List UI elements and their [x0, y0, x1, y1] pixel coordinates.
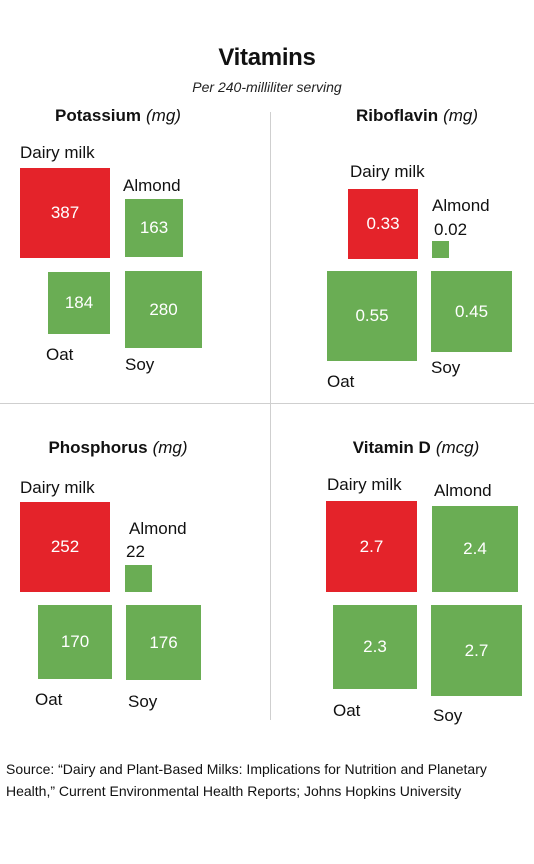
- category-label-riboflavin-soy: Soy: [431, 358, 461, 377]
- square-vitamin-d-almond: 2.4: [432, 506, 518, 592]
- value-label-potassium-oat: 184: [64, 293, 94, 312]
- panel-title-text-phosphorus: Phosphorus: [48, 438, 148, 457]
- value-label-potassium-dairy-milk: 387: [50, 203, 80, 222]
- category-label-riboflavin-oat: Oat: [327, 372, 355, 391]
- chart-title: Vitamins: [218, 44, 316, 71]
- square-potassium-soy: 280: [125, 271, 202, 348]
- value-label-phosphorus-almond: 22: [126, 542, 145, 561]
- value-label-riboflavin-dairy-milk: 0.33: [366, 214, 400, 233]
- value-label-vitamin-d-dairy-milk: 2.7: [359, 536, 384, 556]
- value-label-potassium-almond: 163: [139, 218, 169, 237]
- panel-title-phosphorus: Phosphorus (mg): [48, 438, 187, 458]
- value-label-phosphorus-oat: 170: [60, 632, 90, 651]
- square-riboflavin-oat: 0.55: [327, 271, 417, 361]
- panel-title-riboflavin: Riboflavin (mg): [356, 106, 478, 126]
- panel-title-text-vitamin-d: Vitamin D: [352, 438, 431, 457]
- value-label-phosphorus-dairy-milk: 252: [50, 537, 80, 556]
- square-riboflavin-almond: [432, 241, 449, 258]
- category-label-vitamin-d-oat: Oat: [333, 701, 361, 720]
- category-label-vitamin-d-almond: Almond: [434, 481, 492, 500]
- panel-divider-vertical: [270, 112, 271, 720]
- value-label-vitamin-d-almond: 2.4: [463, 539, 487, 558]
- value-label-vitamin-d-soy: 2.7: [464, 640, 489, 660]
- square-phosphorus-almond: [125, 565, 152, 592]
- category-label-phosphorus-dairy-milk: Dairy milk: [20, 478, 95, 497]
- square-phosphorus-soy: 176: [126, 605, 201, 680]
- value-label-vitamin-d-oat: 2.3: [363, 637, 387, 656]
- panel-unit-riboflavin: (mg): [443, 106, 479, 125]
- square-vitamin-d-dairy-milk: 2.7: [326, 501, 417, 592]
- category-label-phosphorus-oat: Oat: [35, 690, 63, 709]
- category-label-phosphorus-almond: Almond: [129, 519, 187, 538]
- category-label-phosphorus-soy: Soy: [128, 692, 158, 711]
- category-label-riboflavin-dairy-milk: Dairy milk: [350, 162, 425, 181]
- category-label-vitamin-d-soy: Soy: [433, 706, 463, 725]
- panel-title-potassium: Potassium (mg): [55, 106, 181, 126]
- panel-unit-potassium: (mg): [146, 106, 181, 125]
- square-riboflavin-soy: 0.45: [431, 271, 512, 352]
- value-label-riboflavin-soy: 0.45: [454, 301, 489, 321]
- value-label-phosphorus-soy: 176: [149, 632, 178, 652]
- category-label-potassium-soy: Soy: [125, 355, 155, 374]
- source-note: Source: “Dairy and Plant-Based Milks: Im…: [6, 761, 487, 799]
- category-label-potassium-almond: Almond: [123, 176, 181, 195]
- category-label-potassium-oat: Oat: [46, 345, 74, 364]
- category-label-vitamin-d-dairy-milk: Dairy milk: [327, 475, 402, 494]
- panel-title-text-riboflavin: Riboflavin: [355, 106, 439, 125]
- square-vitamin-d-oat: 2.3: [333, 605, 417, 689]
- square-potassium-oat: 184: [48, 272, 110, 334]
- chart-subtitle: Per 240-milliliter serving: [192, 79, 342, 95]
- value-label-potassium-soy: 280: [149, 299, 178, 319]
- panel-title-text-potassium: Potassium: [55, 106, 142, 125]
- panel-divider-horizontal: [0, 403, 534, 404]
- square-phosphorus-dairy-milk: 252: [20, 502, 110, 592]
- square-phosphorus-oat: 170: [38, 605, 112, 679]
- square-vitamin-d-soy: 2.7: [431, 605, 522, 696]
- panel-unit-phosphorus: (mg): [152, 438, 188, 457]
- panel-unit-vitamin-d: (mcg): [435, 438, 480, 457]
- category-label-riboflavin-almond: Almond: [432, 196, 490, 215]
- square-potassium-almond: 163: [125, 199, 183, 257]
- value-label-riboflavin-oat: 0.55: [355, 306, 389, 325]
- value-label-riboflavin-almond: 0.02: [434, 220, 468, 239]
- category-label-potassium-dairy-milk: Dairy milk: [20, 143, 95, 162]
- square-riboflavin-dairy-milk: 0.33: [348, 189, 418, 259]
- panel-title-vitamin-d: Vitamin D (mcg): [353, 438, 480, 458]
- square-potassium-dairy-milk: 387: [20, 168, 110, 258]
